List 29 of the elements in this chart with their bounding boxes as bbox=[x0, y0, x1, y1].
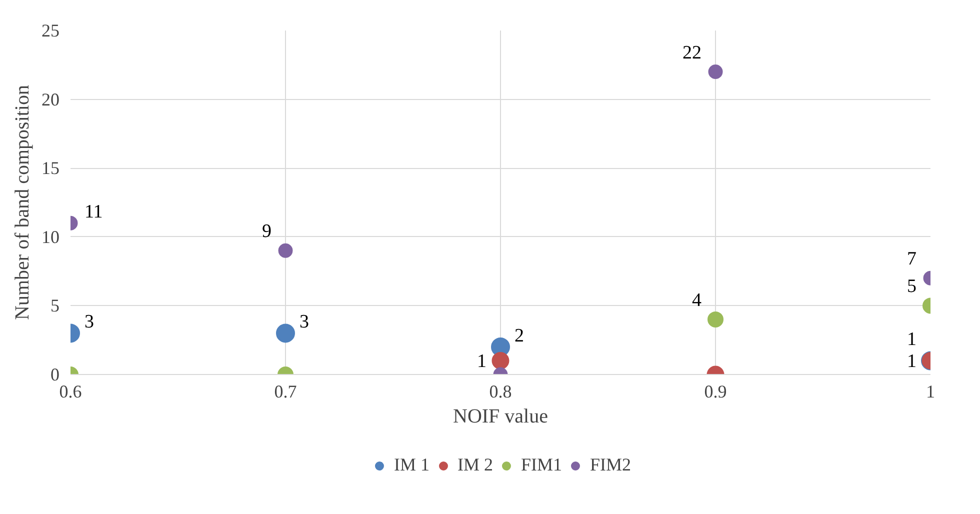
y-tick-label: 20 bbox=[42, 89, 60, 110]
data-label: 5 bbox=[907, 276, 916, 298]
data-label: 11 bbox=[84, 202, 103, 223]
data-label: 1 bbox=[907, 329, 916, 350]
data-label: 1 bbox=[907, 351, 916, 372]
legend-label: FIM1 bbox=[520, 454, 562, 476]
data-label: 3 bbox=[300, 312, 309, 333]
data-label: 7 bbox=[907, 248, 916, 270]
data-label: 3 bbox=[84, 312, 94, 333]
data-label: 22 bbox=[682, 42, 702, 64]
y-tick-label: 25 bbox=[42, 20, 60, 40]
y-tick-label: 10 bbox=[42, 226, 60, 247]
data-label: 1 bbox=[477, 351, 486, 372]
x-tick-label: 0.6 bbox=[59, 382, 82, 402]
y-tick-label: 15 bbox=[42, 158, 60, 178]
data-label: 2 bbox=[514, 325, 524, 346]
x-axis-title: NOIF value bbox=[453, 406, 548, 428]
y-tick-label: 0 bbox=[50, 364, 60, 384]
data-label: 9 bbox=[262, 221, 272, 242]
x-tick-label: 0.9 bbox=[704, 382, 727, 402]
y-tick-label: 5 bbox=[50, 296, 60, 316]
legend-label: FIM2 bbox=[590, 454, 632, 476]
legend-label: IM 1 bbox=[394, 454, 430, 476]
legend-label: IM 2 bbox=[457, 454, 493, 476]
data-label: 4 bbox=[692, 290, 702, 311]
x-tick-label: 0.8 bbox=[489, 382, 512, 402]
y-axis-title: Number of band composition bbox=[12, 85, 34, 320]
x-tick-label: 1 bbox=[926, 382, 935, 402]
x-tick-label: 0.7 bbox=[274, 382, 297, 402]
